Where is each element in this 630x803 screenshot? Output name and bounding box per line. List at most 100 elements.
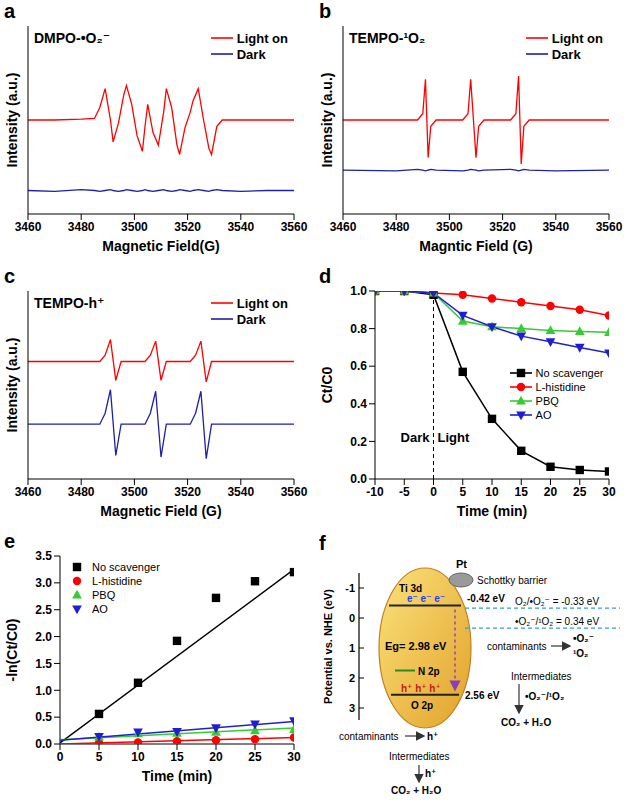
svg-text:1.0: 1.0	[350, 284, 367, 298]
svg-text:•O₂⁻/¹O₂ = 0.34 eV: •O₂⁻/¹O₂ = 0.34 eV	[515, 616, 599, 627]
svg-text:0.5: 0.5	[35, 710, 52, 724]
svg-text:3480: 3480	[68, 485, 95, 499]
svg-text:1.5: 1.5	[35, 657, 52, 671]
svg-text:3.0: 3.0	[35, 576, 52, 590]
svg-text:Eg= 2.98 eV: Eg= 2.98 eV	[385, 640, 447, 652]
svg-text:3520: 3520	[489, 220, 516, 234]
svg-text:-10: -10	[366, 485, 384, 499]
svg-text:20: 20	[209, 750, 223, 764]
svg-text:0.6: 0.6	[350, 359, 367, 373]
svg-text:2.56 eV: 2.56 eV	[465, 690, 500, 701]
svg-text:3540: 3540	[542, 220, 569, 234]
svg-text:2.0: 2.0	[35, 630, 52, 644]
svg-text:3540: 3540	[227, 220, 254, 234]
svg-text:30: 30	[602, 485, 616, 499]
html-text:d: d	[319, 265, 332, 287]
svg-text:•O₂⁻: •O₂⁻	[573, 633, 594, 644]
svg-text:CO₂ + H₂O: CO₂ + H₂O	[391, 785, 442, 796]
svg-text:e⁻ e⁻ e⁻: e⁻ e⁻ e⁻	[407, 593, 445, 604]
svg-text:3500: 3500	[121, 220, 148, 234]
svg-text:3.5: 3.5	[35, 549, 52, 563]
svg-text:5: 5	[96, 750, 103, 764]
svg-text:-0.42 eV: -0.42 eV	[467, 593, 505, 604]
svg-text:2: 2	[349, 672, 355, 684]
html-text:Light on: Light on	[551, 30, 603, 46]
svg-text:0.4: 0.4	[350, 397, 367, 411]
svg-text:O 2p: O 2p	[411, 700, 433, 711]
svg-text:5: 5	[459, 485, 466, 499]
svg-text:0: 0	[430, 485, 437, 499]
html-text:Magnetic Field (G): Magnetic Field (G)	[100, 503, 222, 519]
svg-text:¹O₂: ¹O₂	[573, 648, 589, 659]
svg-text:3560: 3560	[596, 220, 623, 234]
svg-text:3560: 3560	[281, 485, 308, 499]
svg-text:15: 15	[515, 485, 529, 499]
svg-text:h⁺: h⁺	[425, 768, 436, 779]
svg-text:3: 3	[349, 702, 355, 714]
svg-text:0: 0	[349, 612, 355, 624]
svg-text:Pt: Pt	[456, 558, 467, 570]
svg-text:3560: 3560	[281, 220, 308, 234]
svg-text:3480: 3480	[383, 220, 410, 234]
html-text:TEMPO-¹O₂: TEMPO-¹O₂	[349, 30, 426, 46]
svg-text:2.5: 2.5	[35, 603, 52, 617]
svg-text:25: 25	[573, 485, 587, 499]
svg-text:0.0: 0.0	[350, 472, 367, 486]
svg-text:f: f	[319, 532, 326, 554]
svg-text:Intermediates: Intermediates	[389, 751, 450, 762]
svg-text:3520: 3520	[174, 220, 201, 234]
svg-text:0.8: 0.8	[350, 322, 367, 336]
svg-text:h⁺: h⁺	[427, 731, 438, 742]
html-text:Dark: Dark	[551, 46, 581, 62]
html-text:Dark: Dark	[236, 46, 266, 62]
html-text:Light on: Light on	[236, 295, 288, 311]
svg-text:3500: 3500	[121, 485, 148, 499]
svg-text:Intermediates: Intermediates	[511, 671, 572, 682]
svg-text:0.2: 0.2	[350, 435, 367, 449]
svg-text:-5: -5	[399, 485, 410, 499]
svg-text:contaminants: contaminants	[339, 731, 398, 742]
svg-text:contaminants: contaminants	[487, 641, 546, 652]
svg-text:O₂/•O₂⁻ = -0.33 eV: O₂/•O₂⁻ = -0.33 eV	[515, 596, 599, 607]
html-text:Time (min): Time (min)	[456, 503, 528, 519]
svg-text:3520: 3520	[174, 485, 201, 499]
html-text:Intensity (a.u.): Intensity (a.u.)	[4, 72, 20, 168]
html-text:DMPO-•O₂⁻: DMPO-•O₂⁻	[34, 30, 111, 46]
svg-text:3540: 3540	[227, 485, 254, 499]
svg-text:10: 10	[131, 750, 145, 764]
svg-text:-1: -1	[345, 582, 355, 594]
svg-text:h⁺ h⁺ h⁺: h⁺ h⁺ h⁺	[401, 683, 441, 694]
html-text:Magntic Field (G): Magntic Field (G)	[419, 238, 533, 254]
svg-text:1: 1	[349, 642, 355, 654]
svg-text:3500: 3500	[436, 220, 463, 234]
svg-text:3460: 3460	[15, 220, 42, 234]
svg-text:3460: 3460	[330, 220, 357, 234]
html-text:Time (min): Time (min)	[141, 768, 213, 784]
svg-text:30: 30	[287, 750, 301, 764]
svg-text:1.0: 1.0	[35, 684, 52, 698]
html-text:Ct/C0: Ct/C0	[319, 366, 335, 404]
svg-text:CO₂ + H₂O: CO₂ + H₂O	[501, 717, 552, 728]
html-text:Light on: Light on	[236, 30, 288, 46]
svg-text:25: 25	[248, 750, 262, 764]
html-text:-ln(Ct/C0): -ln(Ct/C0)	[4, 618, 20, 682]
html-text:Dark: Dark	[400, 430, 430, 446]
html-text:Light: Light	[437, 430, 470, 446]
html-text:Intensity (a.u.): Intensity (a.u.)	[4, 337, 20, 433]
svg-text:0.0: 0.0	[35, 737, 52, 751]
svg-text:•O₂⁻/¹O₂: •O₂⁻/¹O₂	[525, 691, 564, 702]
svg-text:3480: 3480	[68, 220, 95, 234]
svg-text:Schottky barrier: Schottky barrier	[477, 575, 548, 586]
svg-text:N 2p: N 2p	[418, 666, 440, 677]
html-text:TEMPO-h⁺: TEMPO-h⁺	[34, 295, 105, 311]
html-text:Dark: Dark	[236, 311, 266, 327]
svg-text:10: 10	[485, 485, 499, 499]
html-text:Intensity (a.u.): Intensity (a.u.)	[319, 72, 335, 168]
svg-text:Potential vs. NHE (eV): Potential vs. NHE (eV)	[322, 589, 334, 704]
svg-text:0: 0	[57, 750, 64, 764]
html-text:Magnetic Field(G): Magnetic Field(G)	[102, 238, 220, 254]
svg-text:3460: 3460	[15, 485, 42, 499]
svg-text:20: 20	[544, 485, 558, 499]
html-text:b: b	[319, 0, 332, 22]
svg-text:15: 15	[170, 750, 184, 764]
